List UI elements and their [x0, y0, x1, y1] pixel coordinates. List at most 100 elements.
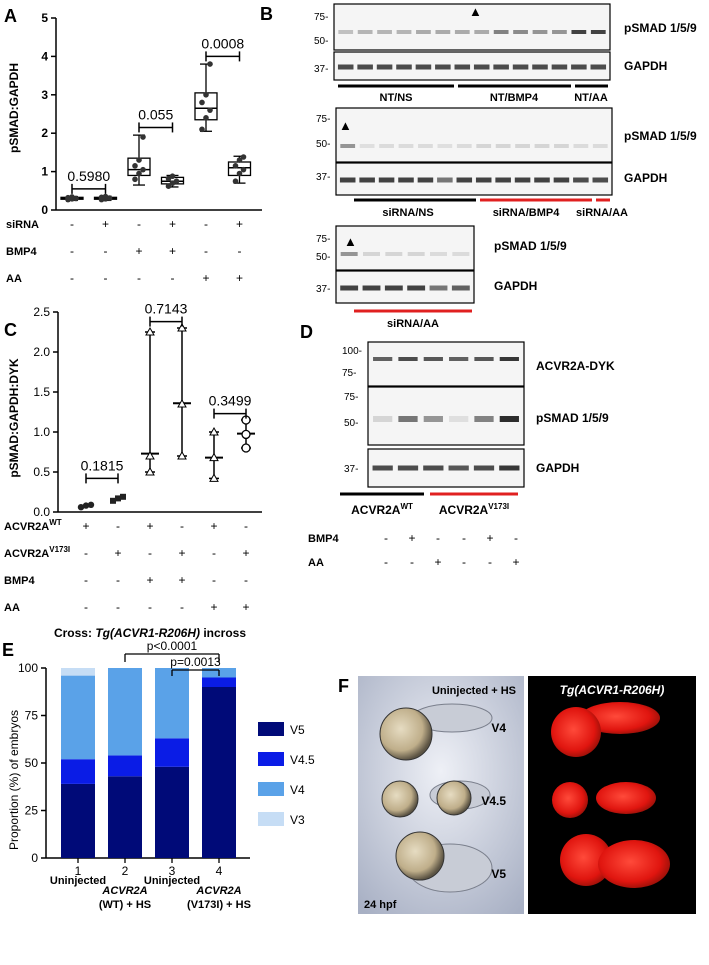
gapdh-blot-2: [335, 162, 613, 196]
bar-segment-v4-5: [202, 677, 236, 687]
gapdh-band: [495, 177, 511, 183]
group-label-wt: ACVR2AWT: [351, 502, 413, 517]
fluor-yolk: [560, 834, 612, 886]
bar-segment-v4-5: [61, 759, 95, 784]
bands: [337, 30, 607, 70]
y-tick-label: 0.0: [33, 505, 50, 519]
fluorescence-image: Tg(ACVR1-R206H): [528, 676, 696, 914]
group-label-sirna-aa: siRNA/AA: [387, 318, 439, 330]
panel-c-chart: C pSMAD:GAPDH:DYK 0.0 0.5 1.0 1.5 2.0 2.5 0.1…: [4, 301, 262, 614]
psmad-band: [338, 30, 354, 34]
psmad-blot-1: [333, 3, 611, 51]
data-point: [136, 157, 142, 163]
condition-sign: +: [169, 217, 176, 231]
condition-sign: -: [180, 519, 184, 533]
group-label-sirna-ns: siRNA/NS: [382, 207, 433, 219]
data-point: [236, 170, 243, 177]
x-tick-label: 2: [122, 864, 129, 878]
data-point: [209, 452, 219, 462]
fluor-tail: [598, 840, 670, 888]
y-tick-label: 50: [25, 756, 39, 770]
gapdh-band: [337, 64, 354, 70]
legend-swatch: [258, 752, 284, 766]
gapdh-band: [429, 285, 448, 291]
bar-segment-v5: [61, 783, 95, 858]
psmad-band: [513, 30, 528, 34]
arrowhead-marker: ▲: [339, 118, 352, 133]
embryo-yolk: [381, 780, 419, 818]
embryo-yolk: [395, 831, 445, 881]
gapdh-band: [571, 64, 587, 70]
marker-50: 50-: [316, 139, 330, 150]
embryo-v4: [379, 703, 493, 761]
gapdh-band: [456, 177, 473, 183]
p-value-bottom: p=0.0013: [170, 655, 221, 669]
scatter-group: [141, 326, 159, 476]
gapdh-band: [451, 285, 470, 291]
condition-sign: +: [408, 531, 415, 545]
panel-b-blots: B 75- 50- ▲ pSMAD 1/5/9 37- GAPDH NT/NS …: [260, 3, 697, 330]
row-label-sup: V173I: [49, 545, 70, 554]
condition-sign: -: [384, 531, 388, 545]
panel-f: F Uninjected + HS V4 V4.5 V5 24 hpf: [330, 660, 709, 960]
bar-segment-v4-5: [155, 738, 189, 767]
row-label: AA: [308, 557, 324, 569]
psmad-band: [592, 144, 608, 148]
gapdh-band: [437, 177, 453, 183]
gapdh-band: [592, 177, 609, 183]
p-value: 0.3499: [209, 393, 252, 409]
blot2-gapdh-label: GAPDH: [624, 171, 667, 185]
stage-label-v4-5: V4.5: [481, 794, 506, 808]
psmad-band: [474, 416, 494, 422]
condition-sign: +: [512, 555, 519, 569]
row-label: BMP4: [4, 575, 35, 587]
p-value: 0.7143: [145, 301, 188, 317]
cross-label: Cross: Tg(ACVR1-R206H) incross: [54, 626, 246, 640]
gapdh-label: GAPDH: [536, 461, 579, 475]
acvr2a-dyk-label: ACVR2A-DYK: [536, 359, 615, 373]
condition-sign: -: [171, 271, 175, 285]
data-point: [199, 99, 205, 106]
psmad-band: [493, 30, 509, 34]
gapdh-band: [339, 177, 356, 183]
fluor-yolk: [552, 782, 588, 818]
y-axis-label: pSMAD:GAPDH:DYK: [7, 358, 21, 478]
data-point: [132, 176, 138, 183]
data-point: [209, 473, 219, 482]
data-point: [102, 193, 109, 200]
embryo-v5: [395, 831, 493, 893]
condition-sign: -: [104, 244, 108, 258]
condition-sign: -: [410, 555, 414, 569]
legend: V5 V4.5 V4 V3: [258, 722, 315, 827]
condition-table: BMP4 - + - - + - AA - - + - - +: [308, 531, 520, 569]
y-axis-label: pSMAD:GAPDH: [7, 63, 21, 153]
condition-sign: -: [116, 600, 120, 614]
group-label-v173i: ACVR2AV173I: [439, 502, 509, 517]
data-point: [240, 166, 247, 173]
axes: 0 1 2 3 4 5: [41, 11, 262, 217]
box-group: [60, 194, 84, 203]
data-point: [240, 154, 247, 160]
gapdh-band: [493, 64, 509, 70]
data-point: [203, 92, 209, 98]
y-tick-label: 100: [18, 661, 38, 675]
gapdh-band: [512, 64, 529, 70]
panel-letter-d: D: [300, 322, 313, 342]
x-label-line1: Uninjected: [144, 875, 200, 887]
psmad-band: [373, 357, 393, 361]
condition-sign: -: [204, 217, 208, 231]
panel-letter-b: B: [260, 4, 273, 24]
brightfield-title: Uninjected + HS: [432, 685, 516, 697]
gapdh-blot-1: [333, 51, 611, 81]
x-label-line2: (WT) + HS: [99, 899, 151, 911]
p-value: 0.0008: [201, 35, 244, 51]
data-point: [120, 493, 126, 500]
psmad-blot: [367, 386, 525, 446]
gapdh-blot-3: [335, 270, 475, 304]
p-value: 0.1815: [81, 457, 124, 473]
row-label: siRNA: [6, 219, 39, 231]
axes: 0 25 50 75 100 1 2 3 4: [18, 661, 250, 878]
scatter-groups: [77, 322, 255, 511]
panel-c: C pSMAD:GAPDH:DYK 0.0 0.5 1.0 1.5 2.0 2.5 0.1…: [0, 300, 300, 640]
p-value-brackets: 0.1815 0.7143 0.3499: [81, 301, 252, 484]
